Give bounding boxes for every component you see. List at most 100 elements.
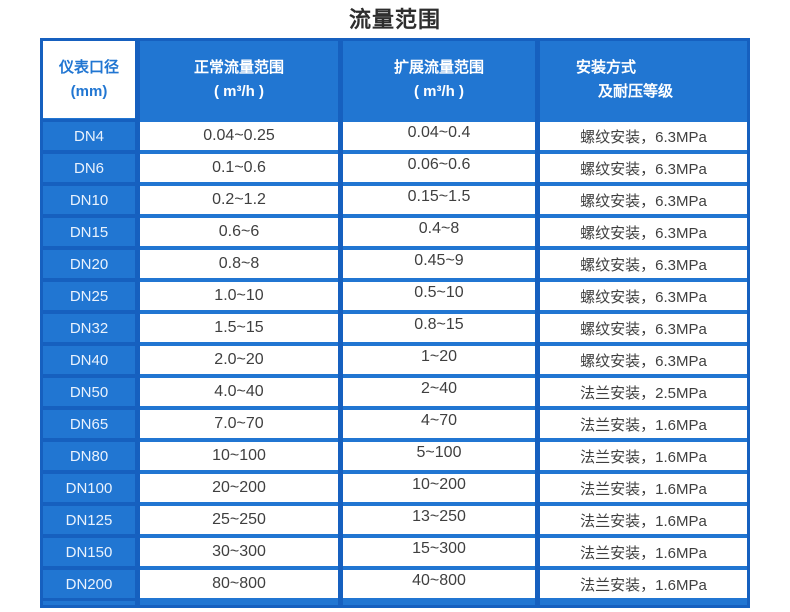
normal-range-value: 1.5~15	[214, 319, 264, 336]
cell-diameter: DN32	[43, 314, 135, 342]
normal-range-value: 20~200	[212, 479, 266, 496]
extended-range-value: 1~20	[420, 348, 458, 365]
normal-range-value: 0.1~0.6	[212, 159, 266, 176]
installation-value: 螺纹安装，6.3MPa	[580, 256, 707, 274]
diameter-value: DN32	[69, 319, 109, 337]
header-extended-flow-range: 扩展流量范围 ( m³/h )	[343, 41, 535, 118]
normal-range-value: 0.6~6	[218, 223, 260, 240]
cell-normal-range: 1.5~15	[140, 314, 338, 342]
installation-value: 螺纹安装，6.3MPa	[580, 192, 707, 210]
header-installation-pressure: 安装方式 及耐压等级	[540, 41, 747, 118]
header-meter-diameter-line1: 仪表口径	[58, 58, 119, 76]
installation-value: 螺纹安装，6.3MPa	[580, 320, 707, 338]
diameter-value: DN150	[65, 543, 113, 561]
cell-installation: 螺纹安装，6.3MPa	[540, 122, 747, 150]
cell-installation: 法兰安装，1.6MPa	[540, 538, 747, 566]
cell-normal-range: 80~800	[140, 570, 338, 598]
header-meter-diameter-line2: (mm)	[70, 82, 108, 100]
diameter-value: DN80	[69, 447, 109, 465]
cell-installation: 法兰安装，1.6MPa	[540, 570, 747, 598]
normal-range-value: 2.0~20	[214, 351, 264, 368]
cell-extended-range: 15~300	[343, 538, 535, 566]
installation-value: 螺纹安装，6.3MPa	[580, 224, 707, 242]
cell-normal-range: 25~250	[140, 506, 338, 534]
normal-range-value: 4.0~40	[214, 383, 264, 400]
cell-diameter: DN20	[43, 250, 135, 278]
extended-range-value: 0.8~15	[414, 316, 464, 333]
column-divider	[135, 41, 140, 605]
header-installation-line1: 安装方式	[576, 58, 637, 76]
cell-normal-range: 4.0~40	[140, 378, 338, 406]
diameter-value: DN100	[65, 479, 113, 497]
extended-range-value: 0.04~0.4	[407, 124, 471, 141]
cell-extended-range: 2~40	[343, 378, 535, 406]
cell-diameter: DN125	[43, 506, 135, 534]
diameter-value: DN4	[73, 127, 104, 145]
cell-installation: 螺纹安装，6.3MPa	[540, 314, 747, 342]
cell-normal-range: 7.0~70	[140, 410, 338, 438]
normal-range-value: 25~250	[212, 511, 266, 528]
cell-diameter: DN15	[43, 218, 135, 246]
extended-range-value: 15~300	[412, 540, 466, 557]
normal-range-value: 0.04~0.25	[203, 127, 275, 144]
cell-extended-range: 10~200	[343, 474, 535, 502]
extended-range-value: 10~200	[412, 476, 466, 493]
diameter-value: DN20	[69, 255, 109, 273]
cell-diameter: DN65	[43, 410, 135, 438]
cell-extended-range: 0.45~9	[343, 250, 535, 278]
cell-installation: 法兰安装，1.6MPa	[540, 474, 747, 502]
extended-range-value: 4~70	[420, 412, 458, 429]
installation-value: 法兰安装，1.6MPa	[580, 512, 707, 530]
header-installation-line2: 及耐压等级	[598, 82, 674, 100]
diameter-value: DN25	[69, 287, 109, 305]
cell-diameter: DN25	[43, 282, 135, 310]
cell-normal-range: 0.04~0.25	[140, 122, 338, 150]
cell-normal-range: 30~300	[140, 538, 338, 566]
normal-range-value: 7.0~70	[214, 415, 264, 432]
cell-diameter: DN40	[43, 346, 135, 374]
header-meter-diameter: 仪表口径 (mm)	[43, 41, 135, 118]
extended-range-value: 2~40	[420, 380, 458, 397]
cell-extended-range: 0.4~8	[343, 218, 535, 246]
cell-installation: 螺纹安装，6.3MPa	[540, 186, 747, 214]
extended-range-value: 0.15~1.5	[407, 188, 471, 205]
cell-extended-range: 0.04~0.4	[343, 122, 535, 150]
diameter-value: DN50	[69, 383, 109, 401]
extended-range-value: 0.45~9	[414, 252, 464, 269]
normal-range-value: 80~800	[212, 575, 266, 592]
diameter-value: DN200	[65, 575, 113, 593]
diameter-value: DN125	[65, 511, 113, 529]
cell-normal-range: 0.8~8	[140, 250, 338, 278]
page-title: 流量范围	[348, 7, 441, 32]
cell-normal-range: 1.0~10	[140, 282, 338, 310]
cell-extended-range: 0.15~1.5	[343, 186, 535, 214]
cell-normal-range: 10~100	[140, 442, 338, 470]
installation-value: 法兰安装，1.6MPa	[580, 448, 707, 466]
cell-extended-range: 0.5~10	[343, 282, 535, 310]
normal-range-value: 1.0~10	[214, 287, 264, 304]
cell-extended-range: 5~100	[343, 442, 535, 470]
diameter-value: DN15	[69, 223, 109, 241]
cell-installation: 螺纹安装，6.3MPa	[540, 154, 747, 182]
normal-range-value: 0.2~1.2	[212, 191, 266, 208]
installation-value: 法兰安装，1.6MPa	[580, 544, 707, 562]
cell-diameter: DN80	[43, 442, 135, 470]
cell-extended-range: 0.06~0.6	[343, 154, 535, 182]
extended-range-value: 5~100	[416, 444, 462, 461]
installation-value: 法兰安装，1.6MPa	[580, 480, 707, 498]
normal-range-value: 30~300	[212, 543, 266, 560]
cell-extended-range: 1~20	[343, 346, 535, 374]
normal-range-value: 0.8~8	[218, 255, 260, 272]
header-extended-flow-line1: 扩展流量范围	[393, 58, 484, 76]
column-divider	[535, 41, 540, 605]
header-normal-flow-range: 正常流量范围 ( m³/h )	[140, 41, 338, 118]
cell-installation: 法兰安装，1.6MPa	[540, 442, 747, 470]
normal-range-value: 10~100	[212, 447, 266, 464]
cell-installation: 法兰安装，1.6MPa	[540, 410, 747, 438]
header-normal-flow-line2: ( m³/h )	[214, 82, 264, 100]
extended-range-value: 0.06~0.6	[407, 156, 471, 173]
header-normal-flow-line1: 正常流量范围	[193, 58, 284, 76]
cell-diameter: DN50	[43, 378, 135, 406]
cell-extended-range: 13~250	[343, 506, 535, 534]
